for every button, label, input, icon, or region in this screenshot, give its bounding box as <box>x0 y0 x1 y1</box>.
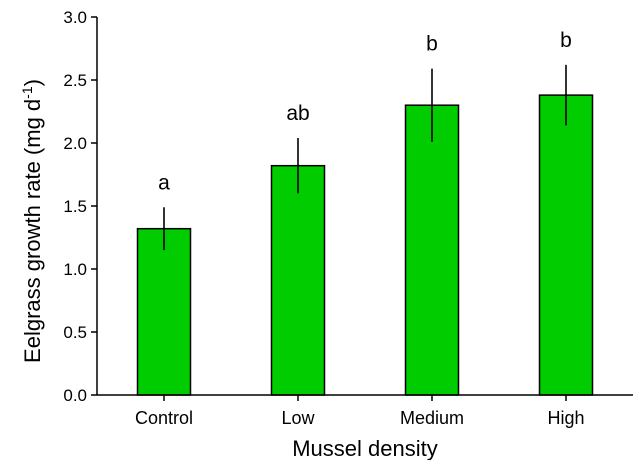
bar-medium <box>404 104 460 396</box>
y-tick-label: 2.5 <box>63 71 87 90</box>
y-tick-label: 2.0 <box>63 134 87 153</box>
x-tick-label: Medium <box>400 408 464 428</box>
significance-labels: a ab b b <box>158 29 572 194</box>
y-axis-title-main: Eelgrass growth rate (mg d <box>20 99 45 363</box>
bar-control <box>136 227 192 396</box>
significance-label: b <box>560 29 572 52</box>
significance-label: b <box>426 33 438 56</box>
bar-high <box>538 94 594 396</box>
y-axis-title-end: ) <box>20 79 45 86</box>
y-tick-label: 0.5 <box>63 323 87 342</box>
x-tick-label: Control <box>135 408 193 428</box>
significance-label: ab <box>286 102 309 125</box>
significance-label: a <box>158 171 170 194</box>
x-axis-labels: Control Low Medium High <box>135 395 585 428</box>
y-tick-label: 1.5 <box>63 197 87 216</box>
x-tick-label: High <box>547 408 584 428</box>
y-tick-label: 0.0 <box>63 386 87 405</box>
y-axis-title: Eelgrass growth rate (mg d-1) <box>19 79 45 363</box>
x-tick-label: Low <box>281 408 315 428</box>
y-axis-ticks: 0.0 0.5 1.0 1.5 2.0 2.5 3.0 <box>63 8 97 405</box>
y-tick-label: 1.0 <box>63 260 87 279</box>
error-bars <box>163 64 567 251</box>
y-tick-label: 3.0 <box>63 8 87 27</box>
y-axis-title-superscript: -1 <box>19 86 35 99</box>
x-axis-title: Mussel density <box>292 436 438 460</box>
bars <box>136 94 594 396</box>
bar-low <box>270 164 326 396</box>
